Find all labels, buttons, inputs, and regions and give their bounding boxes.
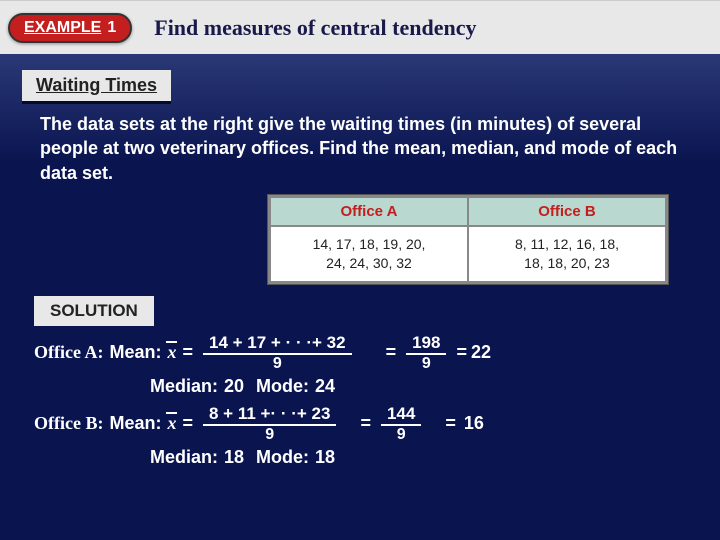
mean-result: 16 [464, 412, 484, 435]
frac-den: 9 [397, 426, 406, 444]
mode-value: 24 [315, 375, 335, 398]
median-value: 20 [224, 375, 244, 398]
office-b-median-mode: Median: 18 Mode: 18 [34, 446, 720, 469]
frac-den: 9 [265, 426, 274, 444]
office-a-mean-line: Office A: Mean: x = 14 + 17 + · · ·+ 32 … [34, 334, 720, 373]
fraction-1: 14 + 17 + · · ·+ 32 9 [203, 334, 352, 373]
problem-text: The data sets at the right give the wait… [0, 104, 720, 185]
cell-a: 14, 17, 18, 19, 20, 24, 24, 30, 32 [270, 226, 468, 282]
mode-value: 18 [315, 446, 335, 469]
example-badge: EXAMPLE 1 [8, 13, 132, 43]
badge-number: 1 [107, 19, 116, 37]
mode-label: Mode: [256, 446, 309, 469]
frac-num: 144 [381, 405, 421, 426]
xbar-symbol: x [165, 412, 178, 435]
fraction-2: 198 9 [406, 334, 446, 373]
equals: = [182, 412, 193, 435]
frac-num: 14 + 17 + · · ·+ 32 [203, 334, 352, 355]
mean-label: Mean: [109, 412, 161, 435]
office-b-label: Office B: [34, 412, 103, 435]
cell-b: 8, 11, 12, 16, 18, 18, 18, 20, 23 [468, 226, 666, 282]
frac-den: 9 [422, 355, 431, 373]
cell-a-line2: 24, 24, 30, 32 [326, 255, 412, 271]
median-label: Median: [150, 375, 218, 398]
solution-heading: SOLUTION [34, 296, 154, 326]
office-b-mean-line: Office B: Mean: x = 8 + 11 +· · ·+ 23 9 … [34, 405, 720, 444]
office-a-label: Office A: [34, 341, 103, 364]
page-title: Find measures of central tendency [154, 15, 476, 41]
cell-b-line2: 18, 18, 20, 23 [524, 255, 610, 271]
cell-a-line1: 14, 17, 18, 19, 20, [313, 236, 426, 252]
fraction-2: 144 9 [381, 405, 421, 444]
xbar-symbol: x [165, 341, 178, 364]
equals: = [445, 412, 456, 435]
frac-den: 9 [273, 355, 282, 373]
median-value: 18 [224, 446, 244, 469]
mode-label: Mode: [256, 375, 309, 398]
equals: = [456, 341, 467, 364]
table-header-b: Office B [468, 197, 666, 226]
equals: = [360, 412, 371, 435]
table-header-row: Office A Office B [270, 197, 666, 226]
frac-num: 8 + 11 +· · ·+ 23 [203, 405, 336, 426]
section-heading: Waiting Times [22, 70, 171, 104]
mean-label: Mean: [109, 341, 161, 364]
equals: = [386, 341, 397, 364]
frac-num: 198 [406, 334, 446, 355]
cell-b-line1: 8, 11, 12, 16, 18, [515, 236, 619, 252]
table-row: 14, 17, 18, 19, 20, 24, 24, 30, 32 8, 11… [270, 226, 666, 282]
header-bar: EXAMPLE 1 Find measures of central tende… [0, 0, 720, 54]
badge-label: EXAMPLE [24, 19, 101, 37]
mean-result: 22 [471, 341, 491, 364]
equals: = [182, 341, 193, 364]
data-table-wrap: Office A Office B 14, 17, 18, 19, 20, 24… [0, 195, 720, 284]
data-table: Office A Office B 14, 17, 18, 19, 20, 24… [268, 195, 668, 284]
solution-area: Office A: Mean: x = 14 + 17 + · · ·+ 32 … [0, 326, 720, 470]
table-header-a: Office A [270, 197, 468, 226]
office-a-median-mode: Median: 20 Mode: 24 [34, 375, 720, 398]
median-label: Median: [150, 446, 218, 469]
fraction-1: 8 + 11 +· · ·+ 23 9 [203, 405, 336, 444]
